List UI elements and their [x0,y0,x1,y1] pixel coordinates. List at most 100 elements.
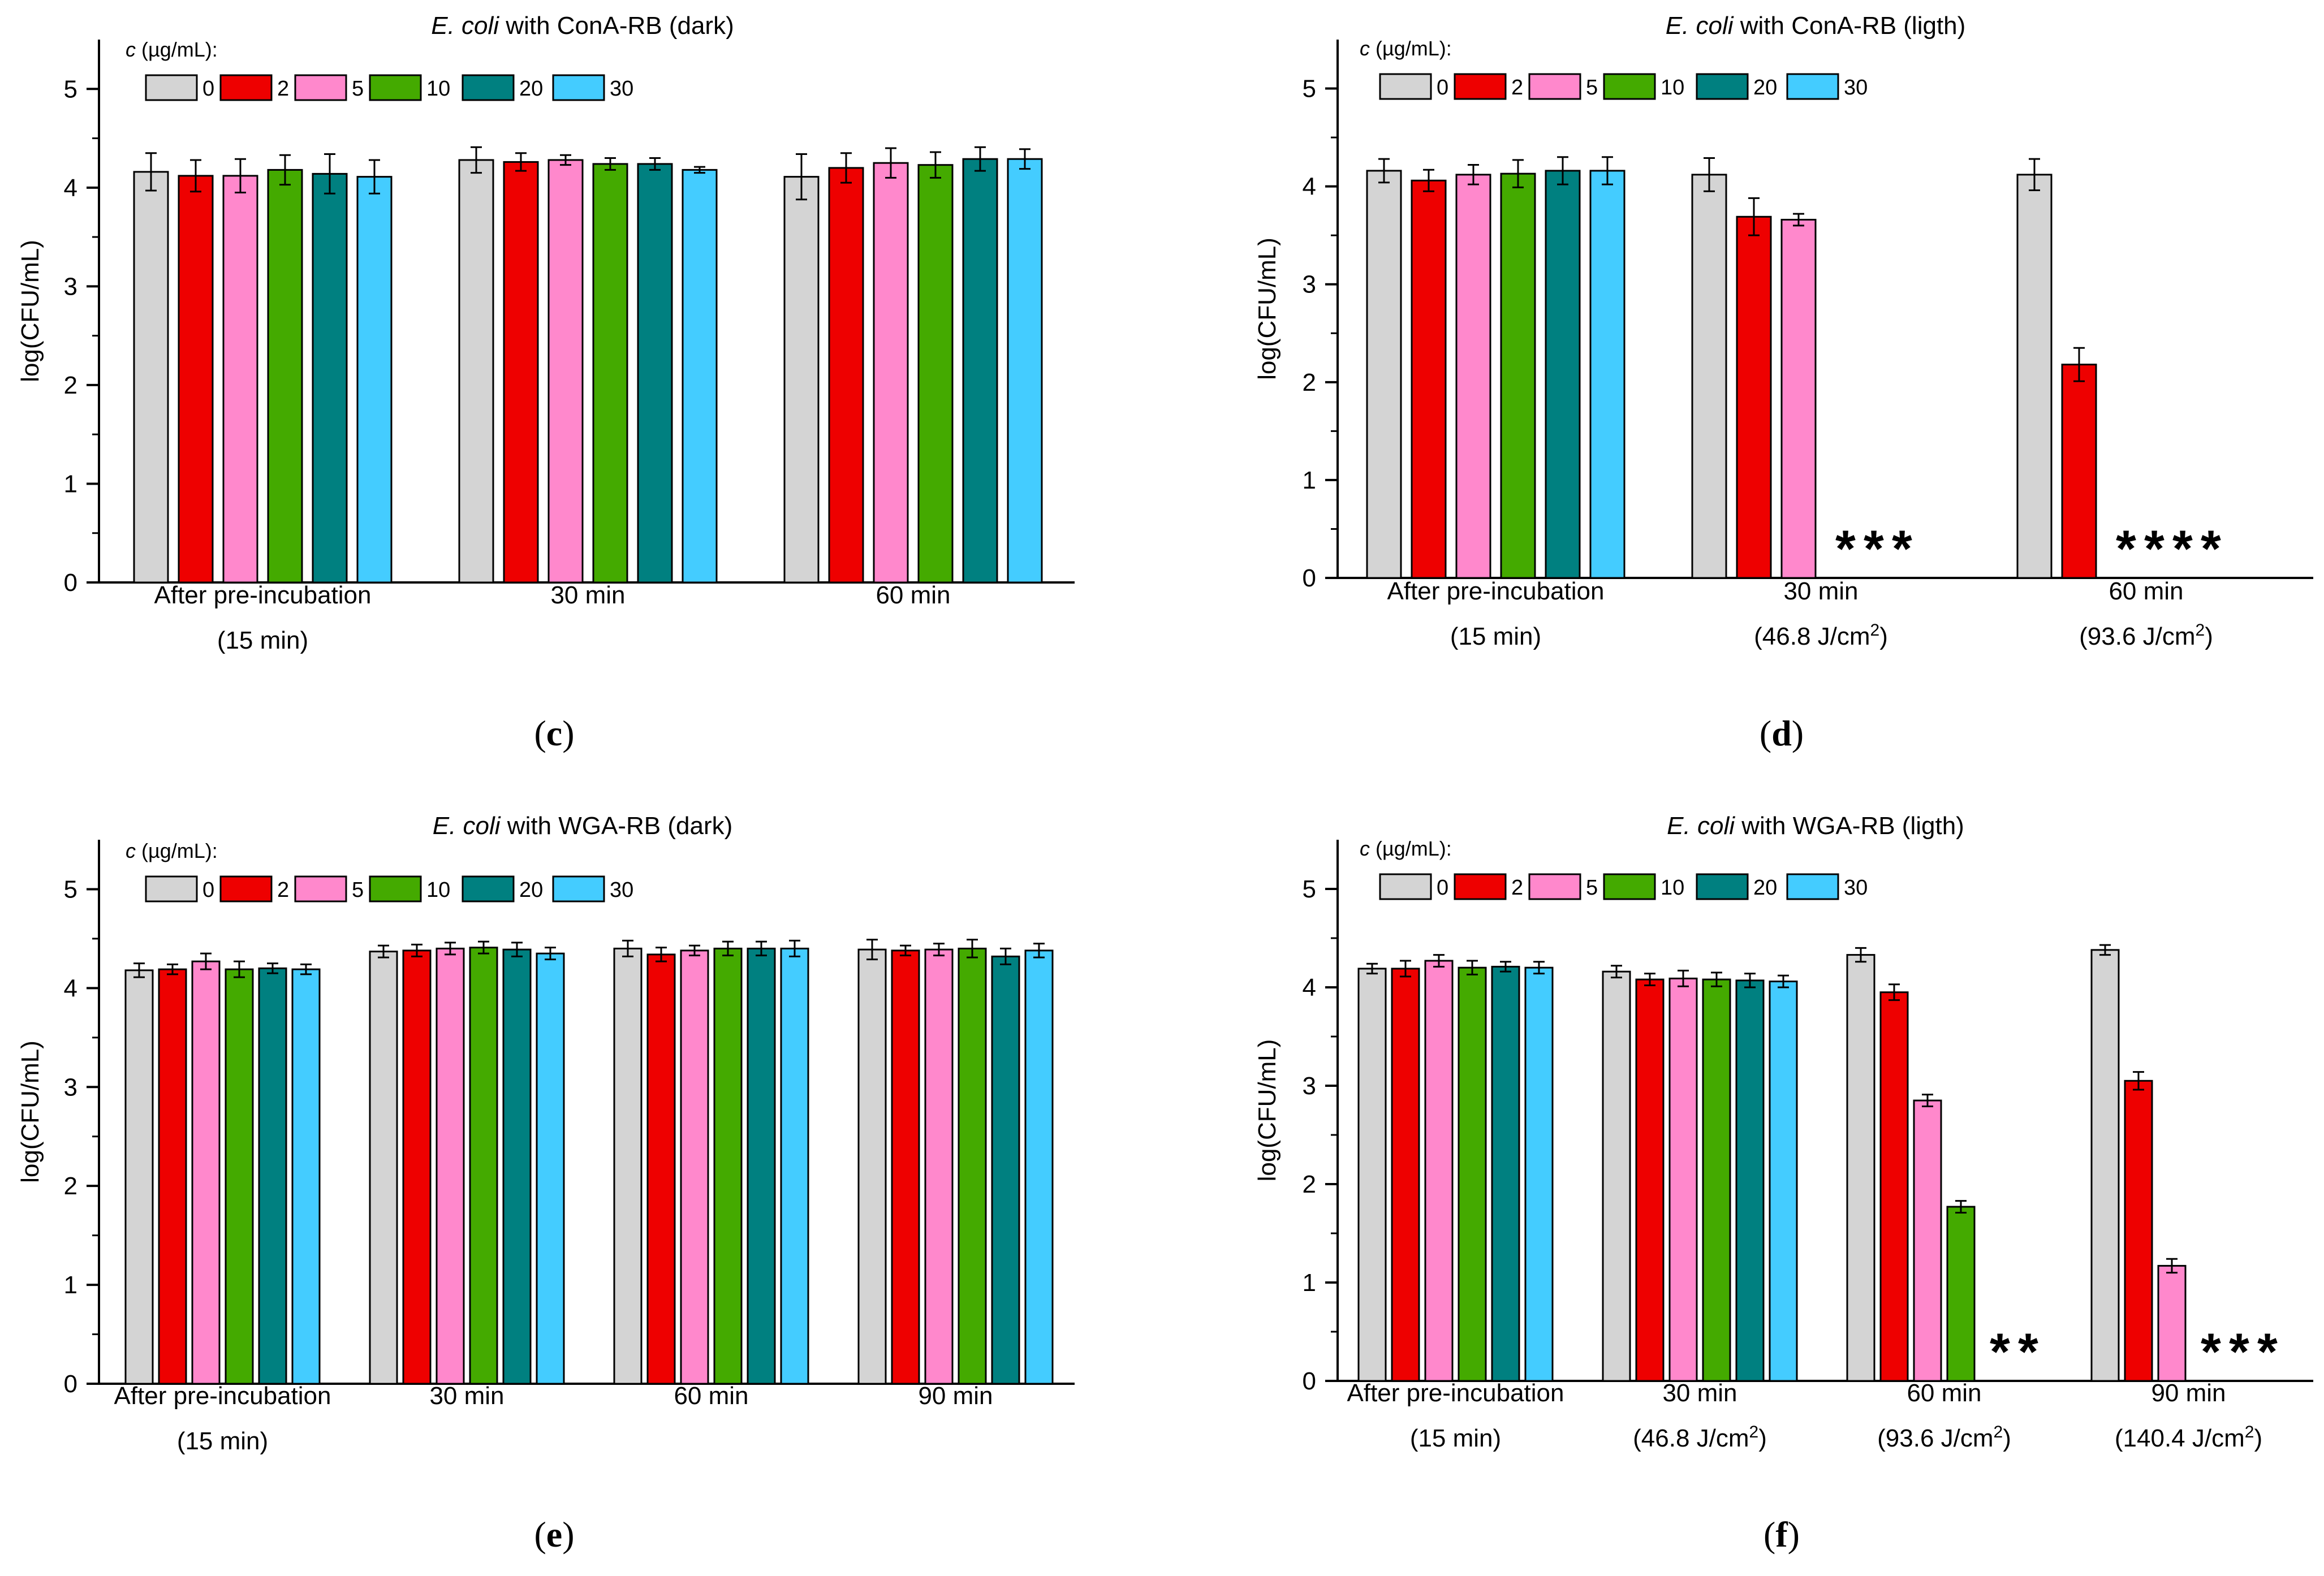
bar [1424,960,1454,1382]
bar [356,176,393,584]
significance-star: * [1892,520,1912,578]
y-tick-label: 3 [64,1073,77,1101]
bar [291,968,321,1385]
legend-label: 0 [1437,876,1448,900]
y-tick-label: 4 [1303,974,1316,1001]
legend-label: 10 [1661,76,1684,100]
y-axis-label: log(CFU/mL) [16,240,44,382]
y-tick-label: 5 [1303,75,1316,103]
bar [1702,978,1731,1382]
y-tick-label: 0 [1303,1367,1316,1395]
bar [1455,174,1491,579]
x-category-label: 30 min [429,1382,504,1410]
bar [1357,968,1387,1382]
legend-label: 2 [277,878,289,902]
legend-title: c (µg/mL): [126,38,218,61]
x-category-label: 60 min [876,581,950,609]
y-tick-label: 1 [1303,467,1316,494]
x-category-label: (15 min) [177,1427,268,1455]
bar [1366,170,1402,579]
bar [873,162,909,584]
bar [917,164,954,584]
bar [158,968,187,1385]
y-tick-label: 0 [64,569,77,597]
bar [2090,949,2120,1382]
x-category-label: After pre-incubation [154,581,372,609]
bar [592,163,628,584]
x-category-label: 30 min [550,581,625,609]
bar [680,949,709,1385]
bar [502,948,532,1385]
legend-swatch [1696,73,1749,100]
legend-label: 2 [1511,76,1523,100]
bar [1846,954,1875,1382]
bar [458,159,494,584]
y-tick-label: 3 [1303,271,1316,299]
x-category-label: (93.6 J/cm2) [1877,1423,2011,1452]
bar [503,161,539,584]
legend-swatch [1454,873,1507,900]
legend-label: 20 [519,878,543,902]
legend-label: 20 [1753,76,1777,100]
legend-swatch [1528,73,1581,100]
y-tick-label: 2 [1303,369,1316,396]
legend-swatch [219,74,273,101]
legend-label: 20 [1753,876,1777,900]
chart-panel: 0 1 2 3 4 5 log(CFU/mL) E. coli with WGA-RB (da… [16,812,1075,1555]
bar [1411,179,1447,579]
legend-swatch [1603,73,1656,100]
legend-label: 5 [1586,876,1598,900]
chart-panel: 0 1 2 3 4 5 log(CFU/mL) E. coli with WGA-RB (li… [1253,812,2313,1555]
legend-label: 0 [1437,76,1448,100]
x-category-label: (15 min) [217,627,308,654]
significance-star: * [2201,520,2221,578]
y-axis-label: log(CFU/mL) [1253,1039,1281,1182]
bar [1913,1099,1942,1382]
bar [133,171,169,584]
legend-label: 10 [426,77,450,101]
bar [2016,174,2053,579]
bar [2157,1264,2187,1382]
x-category-label: After pre-incubation [1387,577,1605,605]
legend-label: 10 [1661,876,1684,900]
legend-swatch [1786,873,1839,900]
x-category-label: (46.8 J/cm2) [1754,621,1888,650]
bar [225,968,254,1385]
bar [637,163,673,584]
panel-label: (d) [1760,713,1804,753]
legend-swatch [552,74,605,101]
x-category-label: After pre-incubation [1347,1379,1564,1407]
bar [646,953,676,1385]
y-tick-label: 5 [64,875,77,903]
bar [1458,966,1487,1382]
panel-label: (e) [534,1514,574,1555]
legend-swatch [1379,73,1432,100]
significance-star: * [2172,520,2193,578]
legend-swatch [1696,873,1749,900]
legend-label: 20 [519,77,543,101]
bar [536,952,565,1385]
legend-label: 30 [610,77,633,101]
legend-label: 5 [1586,76,1598,100]
significance-star: * [2144,520,2165,578]
y-tick-label: 1 [64,470,77,498]
chart-title: E. coli with WGA-RB (ligth) [1667,812,1964,840]
bar [1545,170,1581,579]
bar [780,947,809,1385]
bar [857,948,887,1385]
legend-label: 2 [1511,876,1523,900]
bar [547,159,584,584]
significance-star: * [2201,1323,2221,1381]
x-category-label: After pre-incubation [114,1382,331,1410]
bar [924,948,954,1385]
y-tick-label: 4 [64,974,77,1002]
legend-label: 30 [1844,76,1868,100]
x-category-label: (15 min) [1410,1424,1501,1452]
bar [1491,965,1520,1382]
legend-swatch [1454,73,1507,100]
x-category-label: 30 min [1783,577,1858,605]
bar [267,169,303,584]
significance-star: * [2257,1323,2278,1381]
x-category-label: 60 min [2109,577,2183,605]
